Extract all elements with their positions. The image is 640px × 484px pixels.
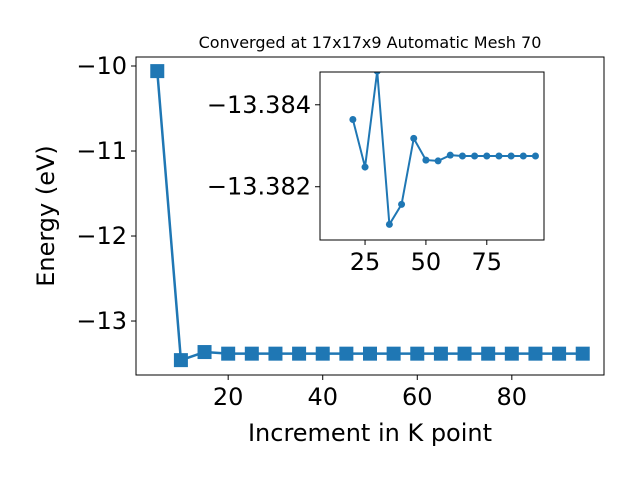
- marker: [173, 353, 188, 368]
- y-tick-label: −11: [76, 137, 127, 165]
- marker: [433, 346, 448, 361]
- y-tick-label: −13: [76, 307, 127, 335]
- marker: [363, 346, 377, 361]
- marker: [398, 200, 406, 208]
- marker: [422, 156, 430, 164]
- data-line: [351, 72, 536, 228]
- x-tick-label: 60: [402, 383, 433, 411]
- marker: [410, 134, 418, 142]
- marker: [268, 346, 283, 361]
- y-tick-label: −13.382: [207, 173, 311, 201]
- plot-area: [349, 72, 539, 228]
- plot-area: [150, 64, 590, 368]
- marker: [458, 152, 466, 160]
- marker: [457, 346, 472, 361]
- x-axis-label: Increment in K point: [248, 419, 492, 447]
- marker: [481, 346, 496, 361]
- x-tick-label: 75: [472, 248, 503, 276]
- marker: [373, 72, 381, 75]
- chart-title: Converged at 17x17x9 Automatic Mesh 70: [199, 33, 542, 52]
- y-tick-label: −13.384: [207, 91, 311, 119]
- x-tick-label: 80: [497, 383, 528, 411]
- marker: [244, 346, 259, 361]
- marker: [495, 152, 503, 160]
- x-tick-label: 20: [213, 383, 244, 411]
- marker: [221, 346, 236, 361]
- marker: [504, 346, 519, 361]
- marker: [349, 116, 357, 124]
- y-tick-label: −10: [76, 52, 127, 80]
- axes-frame: [319, 71, 545, 241]
- marker: [507, 152, 515, 160]
- marker: [361, 163, 369, 171]
- marker: [483, 152, 491, 160]
- x-tick-label: 40: [307, 383, 338, 411]
- marker: [197, 345, 212, 360]
- marker: [519, 152, 527, 160]
- x-tick-label: 50: [411, 248, 442, 276]
- marker: [552, 346, 567, 361]
- marker: [386, 346, 401, 361]
- marker: [531, 152, 539, 160]
- marker: [471, 152, 479, 160]
- marker: [315, 346, 330, 361]
- y-tick-label: −12: [76, 222, 127, 250]
- marker: [385, 220, 393, 228]
- marker: [575, 346, 590, 361]
- y-axis-label: Energy (eV): [32, 145, 60, 287]
- axes-frame: [135, 56, 605, 376]
- marker: [292, 346, 307, 361]
- marker: [528, 346, 543, 361]
- x-tick-label: 25: [350, 248, 381, 276]
- marker: [150, 64, 165, 79]
- marker: [434, 157, 442, 165]
- marker: [446, 151, 454, 159]
- marker: [339, 346, 354, 361]
- marker: [410, 346, 425, 361]
